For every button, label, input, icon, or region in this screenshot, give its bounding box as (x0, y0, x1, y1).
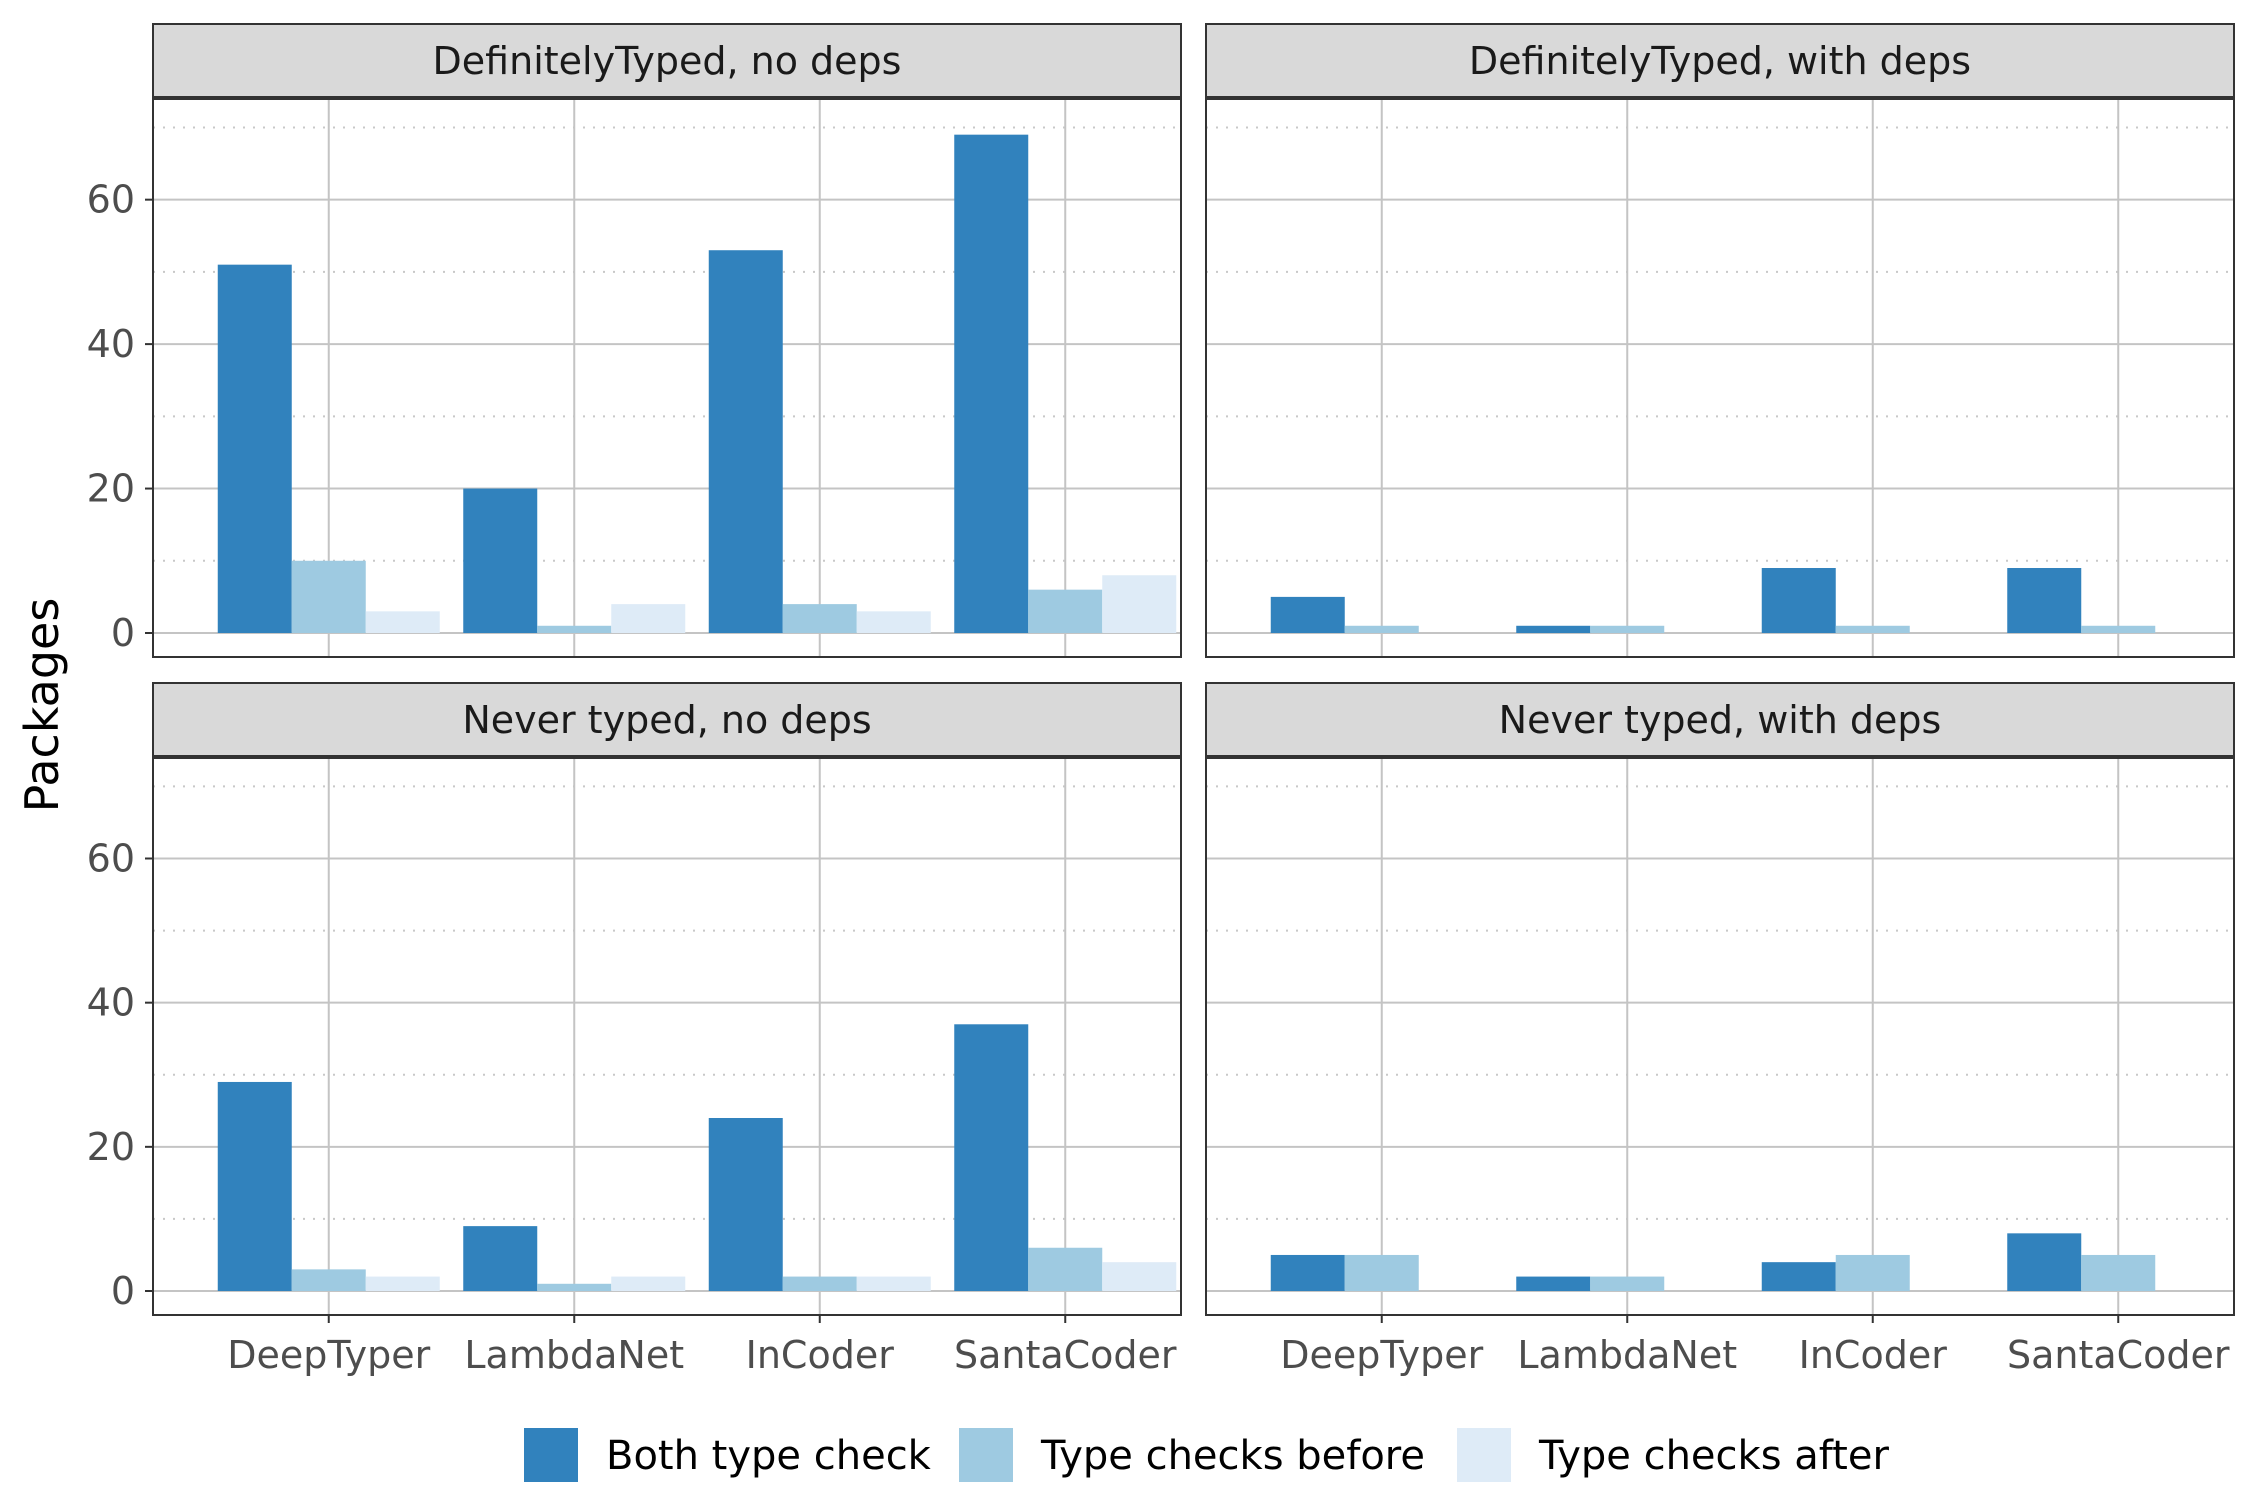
bar (1761, 568, 1836, 633)
legend: Both type check Type checks before Type ch… (524, 1428, 1889, 1482)
x-tick-label: InCoder (1799, 1333, 1948, 1377)
bar (856, 611, 931, 633)
y-tick-label: 20 (87, 1125, 135, 1169)
x-tick-label: SantaCoder (2007, 1333, 2230, 1377)
legend-swatch (1457, 1428, 1511, 1482)
legend-label: Type checks after (1538, 1433, 1889, 1479)
facet-title: Never typed, no deps (462, 698, 871, 742)
x-tick-label: SantaCoder (954, 1333, 1177, 1377)
bar (1270, 596, 1345, 633)
bar (1590, 625, 1665, 633)
x-tick-label: LambdaNet (464, 1333, 684, 1377)
panel-border (152, 757, 1182, 1316)
panel-border (1205, 757, 2235, 1316)
facet-panel: DefinitelyTyped, no deps 0 20 40 60 (87, 23, 1182, 658)
bar (856, 1276, 931, 1291)
bar (537, 625, 612, 633)
y-axis-title: Packages (15, 598, 69, 813)
legend-swatch (959, 1428, 1013, 1482)
bar (954, 1024, 1029, 1291)
y-tick-label: 0 (111, 1269, 135, 1313)
facet-strip (1205, 682, 2235, 758)
legend-item: Type checks after (1457, 1428, 1889, 1482)
facet-panel: DefinitelyTyped, with deps (1205, 23, 2235, 658)
bar (1344, 1254, 1419, 1291)
bar (782, 1276, 857, 1291)
bar (1270, 1254, 1345, 1291)
legend-label: Both type check (606, 1433, 932, 1479)
facet-strip (1205, 23, 2235, 99)
y-tick-label: 60 (87, 837, 135, 881)
bar (2007, 1233, 2082, 1291)
facet-strip (152, 23, 1182, 99)
bar (1590, 1276, 1665, 1291)
bar (537, 1283, 612, 1291)
bar (463, 1226, 538, 1291)
plot-background (1206, 99, 2234, 657)
bar (1028, 589, 1103, 633)
x-tick-label: LambdaNet (1517, 1333, 1737, 1377)
plot-background (1206, 758, 2234, 1315)
bar (365, 1276, 440, 1291)
x-tick-label: DeepTyper (227, 1333, 430, 1377)
facet-panel: Never typed, with deps (1205, 682, 2235, 1323)
legend-item: Both type check (524, 1428, 932, 1482)
bar (611, 604, 686, 633)
y-tick-label: 0 (111, 611, 135, 655)
bar (1102, 1262, 1177, 1291)
facet-title: Never typed, with deps (1499, 698, 1942, 742)
legend-swatch (524, 1428, 578, 1482)
x-axis-labels: DeepTyper LambdaNet InCoder SantaCoder DeepT… (227, 1333, 2230, 1377)
bar (2081, 1254, 2156, 1291)
panels: DefinitelyTyped, no deps0204060Definitel… (87, 23, 2235, 1323)
bar (1516, 625, 1591, 633)
bar (1835, 625, 1910, 633)
bar (2081, 625, 2156, 633)
bar (954, 134, 1029, 633)
bar (1102, 575, 1177, 633)
x-tick-label: InCoder (746, 1333, 895, 1377)
bar (291, 560, 366, 633)
panel-border (1205, 98, 2235, 658)
bar (2007, 568, 2082, 633)
bar (291, 1269, 366, 1291)
bar (1761, 1262, 1836, 1291)
bar (782, 604, 857, 633)
y-tick-label: 40 (87, 981, 135, 1025)
bar (1344, 625, 1419, 633)
bar (708, 250, 783, 633)
bar (1516, 1276, 1591, 1291)
facet-title: DefinitelyTyped, no deps (433, 39, 902, 83)
bar (217, 264, 292, 633)
bar (463, 488, 538, 633)
bar (611, 1276, 686, 1291)
bar (1835, 1254, 1910, 1291)
panel-border (152, 98, 1182, 658)
bar (1028, 1247, 1103, 1291)
bar (217, 1081, 292, 1291)
y-tick-label: 20 (87, 467, 135, 511)
facet-panel: Never typed, no deps 0 20 40 60 (87, 682, 1182, 1323)
facet-title: DefinitelyTyped, with deps (1469, 39, 1971, 83)
bar (708, 1118, 783, 1291)
y-tick-label: 40 (87, 322, 135, 366)
y-tick-label: 60 (87, 178, 135, 222)
bar (365, 611, 440, 633)
facet-strip (152, 682, 1182, 758)
x-tick-label: DeepTyper (1280, 1333, 1483, 1377)
legend-item: Type checks before (959, 1428, 1425, 1482)
legend-label: Type checks before (1040, 1433, 1425, 1479)
